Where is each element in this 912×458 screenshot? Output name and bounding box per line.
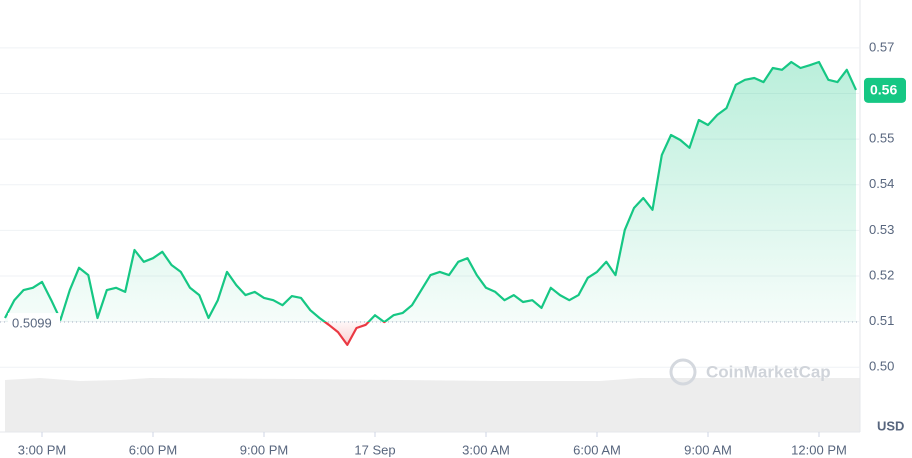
x-tick-label: 9:00 PM xyxy=(240,442,288,457)
x-tick-label: 12:00 PM xyxy=(791,442,847,457)
x-tick-label: 3:00 AM xyxy=(462,442,510,457)
baseline-label-bg xyxy=(8,313,60,332)
y-tick-label: 0.57 xyxy=(869,39,894,54)
last-price-badge xyxy=(864,77,906,103)
volume-area xyxy=(5,378,860,432)
price-area xyxy=(5,62,856,345)
y-tick-label: 0.51 xyxy=(869,313,894,328)
watermark-logo xyxy=(669,358,697,386)
last-price-label: 0.56 xyxy=(870,82,897,98)
baseline-label: 0.5099 xyxy=(12,315,52,330)
x-tick-label: 6:00 PM xyxy=(129,442,177,457)
y-tick-label: 0.53 xyxy=(869,222,894,237)
currency-label: USD xyxy=(877,418,904,433)
y-tick-label: 0.54 xyxy=(869,176,894,191)
y-tick-label: 0.50 xyxy=(869,359,894,374)
x-tick-label: 3:00 PM xyxy=(18,442,66,457)
x-tick-label: 6:00 AM xyxy=(573,442,621,457)
x-tick-label: 17 Sep xyxy=(354,442,395,457)
watermark: CoinMarketCap xyxy=(706,362,831,381)
price-line xyxy=(4,60,858,346)
x-tick-label: 9:00 AM xyxy=(684,442,732,457)
y-tick-label: 0.52 xyxy=(869,267,894,282)
y-tick-label: 0.55 xyxy=(869,131,894,146)
